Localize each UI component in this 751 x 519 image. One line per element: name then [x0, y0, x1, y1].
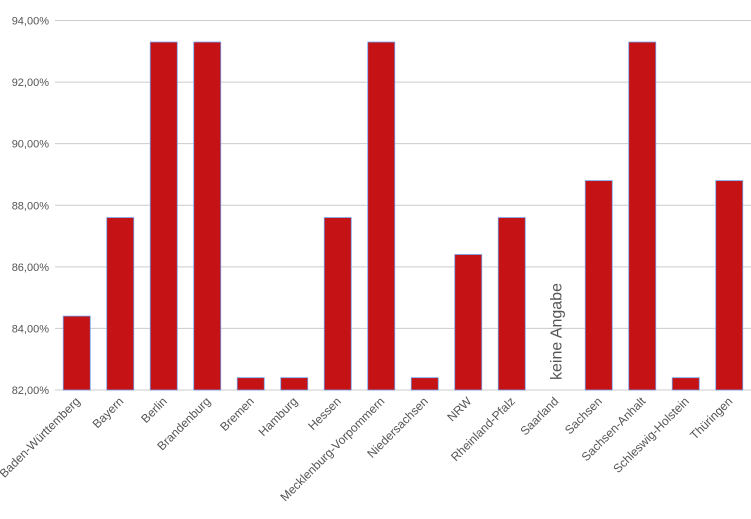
- x-tick-label: Hessen: [305, 394, 344, 433]
- bar-sachsen: [584, 180, 613, 391]
- bar-berlin: [149, 41, 178, 391]
- bar-bayern: [106, 217, 135, 391]
- x-tick-label: Hamburg: [256, 394, 301, 439]
- bar-brandenburg: [193, 41, 222, 391]
- bar-baden-w-rttemberg: [62, 315, 91, 391]
- bar-rheinland-pfalz: [497, 217, 526, 391]
- bar-niedersachsen: [410, 377, 439, 391]
- y-tick-label: 84,00%: [12, 323, 50, 335]
- bar-th-ringen: [715, 180, 744, 391]
- y-tick-label: 86,00%: [12, 262, 50, 274]
- x-tick-label: Thüringen: [687, 394, 735, 442]
- bar-hessen: [323, 217, 352, 391]
- x-tick-label: NRW: [444, 394, 474, 424]
- y-tick-label: 90,00%: [12, 139, 50, 151]
- bar-nrw: [454, 254, 483, 391]
- bar-sachsen-anhalt: [628, 41, 657, 391]
- bar-hamburg: [280, 377, 309, 391]
- x-tick-label: Bremen: [217, 394, 257, 434]
- bar-schleswig-holstein: [671, 377, 700, 391]
- y-tick-label: 94,00%: [12, 16, 50, 28]
- bar-bremen: [236, 377, 265, 391]
- x-tick-label: Baden-Württemberg: [0, 394, 83, 480]
- annotation-no-data: keine Angabe: [548, 283, 565, 380]
- x-tick-label: Bayern: [90, 394, 127, 431]
- y-tick-label: 82,00%: [12, 385, 50, 397]
- y-tick-label: 88,00%: [12, 200, 50, 212]
- x-tick-label: Berlin: [138, 394, 170, 426]
- x-tick-label: Sachsen: [562, 394, 605, 437]
- x-tick-label: Schleswig-Holstein: [610, 394, 692, 476]
- x-tick-label: Saarland: [517, 394, 561, 438]
- bar-mecklenburg-vorpommern: [367, 41, 396, 391]
- y-tick-label: 92,00%: [12, 77, 50, 89]
